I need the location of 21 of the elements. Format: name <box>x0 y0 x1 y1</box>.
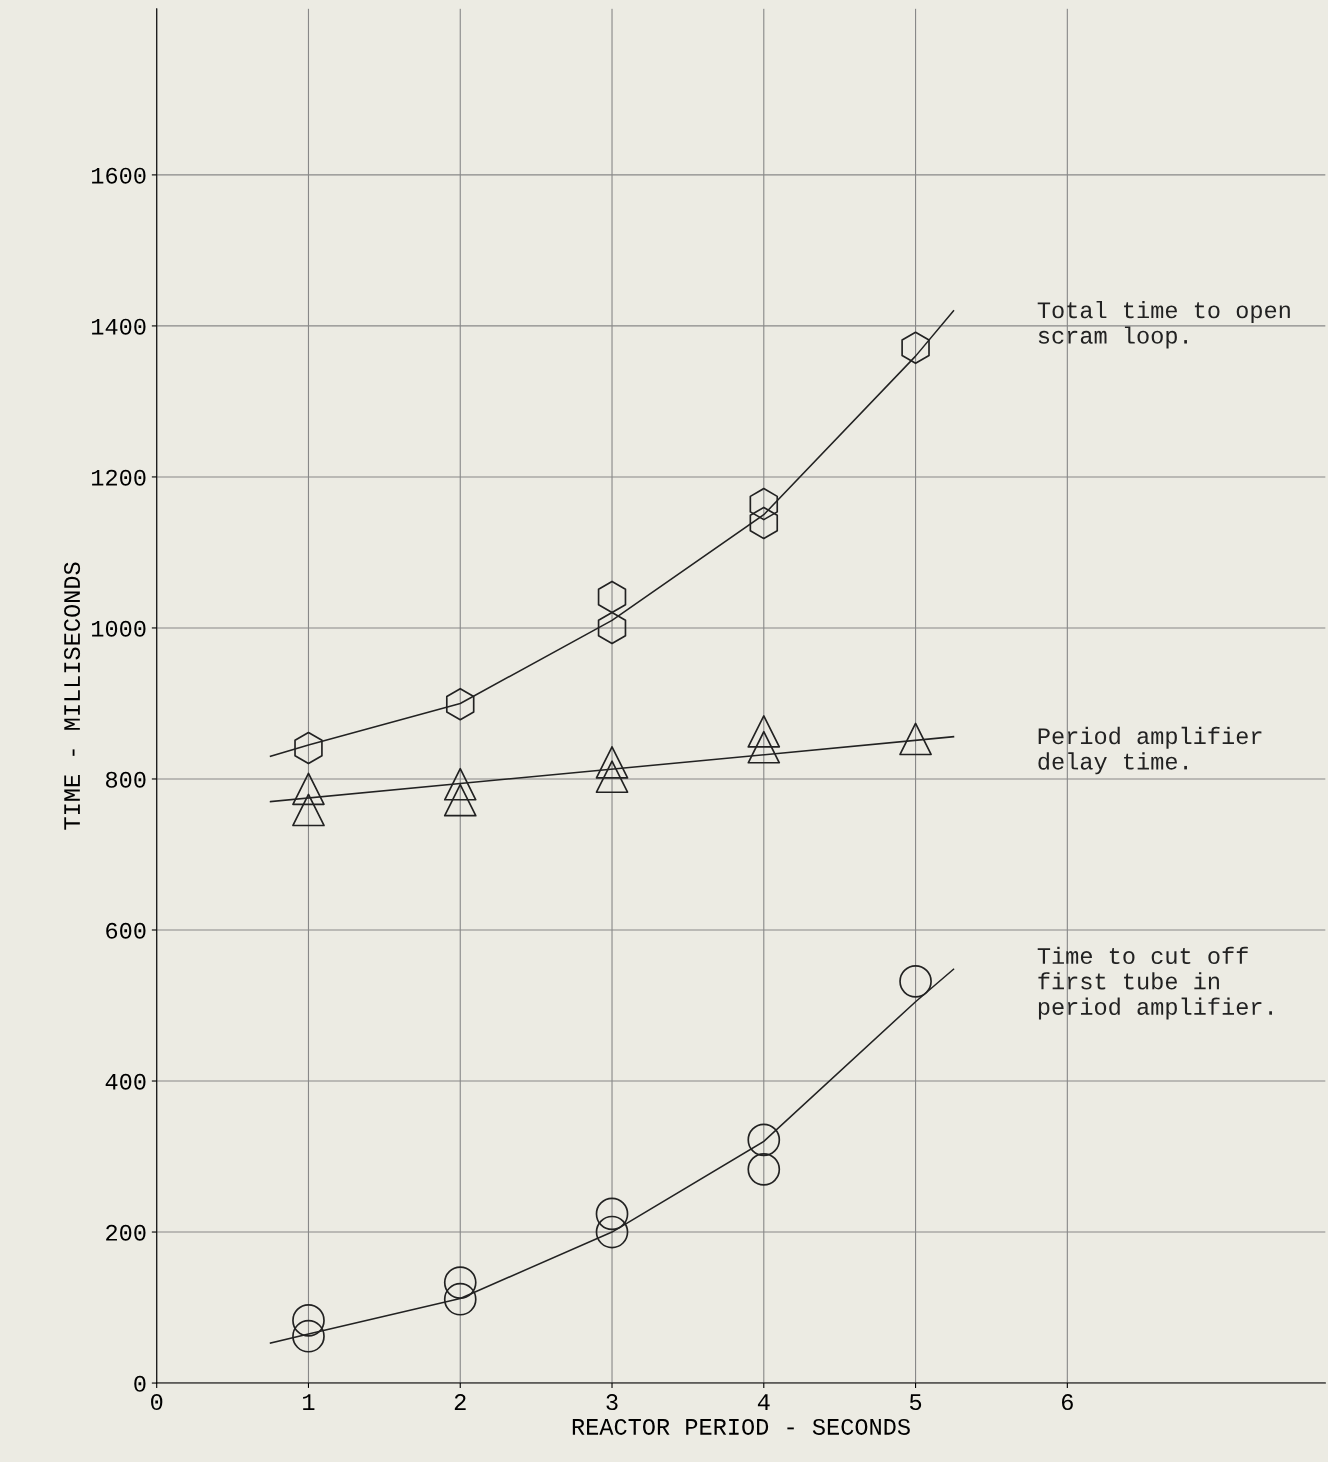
x-tick-label: 3 <box>606 1394 618 1411</box>
y-tick-label: 1000 <box>92 620 146 637</box>
x-tick-label: 0 <box>151 1394 163 1411</box>
y-tick-label: 1200 <box>92 469 146 486</box>
x-tick-label: 2 <box>454 1394 466 1410</box>
text: Total time to open scram loop. <box>1037 300 1290 349</box>
x-axis-title: REACTOR PERIOD - SECONDS <box>572 1418 910 1435</box>
y-tick-label: 600 <box>106 922 146 939</box>
text: Period amplifier delay time. <box>1038 726 1262 775</box>
y-tick-label: 0 <box>134 1375 146 1392</box>
y-tick-label: 1600 <box>92 167 146 184</box>
y-tick-label: 1400 <box>92 318 146 335</box>
x-tick-label: 5 <box>909 1394 922 1411</box>
x-tick-label: 6 <box>1061 1394 1073 1411</box>
y-tick-label: 400 <box>105 1073 146 1090</box>
y-tick-label: 800 <box>106 771 146 788</box>
x-tick-label: 4 <box>757 1394 770 1410</box>
text: Time to cut off first tube in period amplifier. <box>1037 946 1272 1020</box>
y-tick-label: 200 <box>106 1224 146 1241</box>
y-axis-title: TIME - MILLISECONDS <box>64 562 81 830</box>
x-tick-label: 1 <box>303 1394 315 1410</box>
